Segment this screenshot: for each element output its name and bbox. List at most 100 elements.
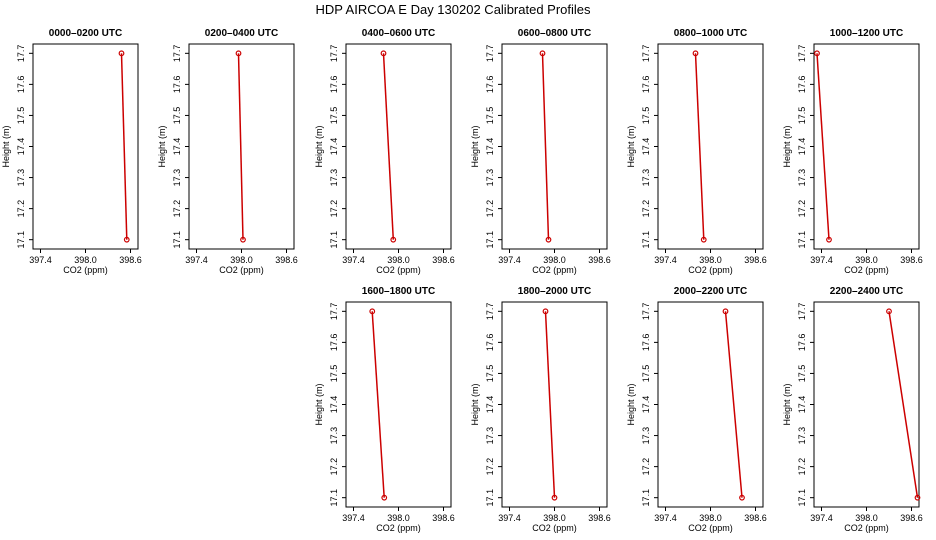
x-axis-label: CO2 (ppm) (376, 523, 421, 533)
plot-frame (345, 301, 452, 508)
x-axis-label: CO2 (ppm) (219, 265, 264, 275)
y-tick-label: 17.1 (485, 489, 495, 507)
y-tick-label: 17.5 (797, 365, 807, 383)
x-tick-label: 397.4 (810, 255, 833, 265)
y-tick-label: 17.1 (329, 231, 339, 249)
profile-line (544, 311, 556, 498)
x-tick-label: 398.6 (588, 513, 611, 523)
y-tick-label: 17.4 (329, 138, 339, 156)
data-point (886, 308, 892, 315)
x-tick-label: 397.4 (185, 255, 208, 265)
y-tick-label: 17.4 (485, 138, 495, 156)
data-point (739, 494, 745, 501)
panel-title: 0800–1000 UTC (674, 28, 747, 39)
panel-title: 0400–0600 UTC (362, 28, 435, 39)
x-tick-label: 397.4 (29, 255, 52, 265)
figure-title: HDP AIRCOA E Day 130202 Calibrated Profi… (315, 2, 591, 17)
y-axis-label: Height (m) (470, 383, 480, 425)
x-tick-label: 398.6 (119, 255, 142, 265)
y-tick-label: 17.2 (641, 458, 651, 476)
x-tick-label: 398.6 (588, 255, 611, 265)
y-tick-label: 17.7 (797, 45, 807, 63)
y-tick-label: 17.6 (172, 76, 182, 94)
y-axis-label: Height (m) (470, 125, 480, 167)
y-tick-label: 17.4 (172, 138, 182, 156)
y-tick-label: 17.5 (16, 107, 26, 125)
y-tick-label: 17.1 (16, 231, 26, 249)
y-tick-label: 17.6 (16, 76, 26, 94)
x-tick-label: 398.0 (230, 255, 253, 265)
x-tick-label: 397.4 (810, 513, 833, 523)
profile-line (382, 53, 395, 240)
y-tick-label: 17.3 (797, 169, 807, 187)
y-tick-label: 17.2 (329, 200, 339, 218)
y-tick-label: 17.5 (329, 365, 339, 383)
panel-title: 0200–0400 UTC (205, 28, 278, 39)
y-tick-label: 17.1 (797, 489, 807, 507)
y-axis-label: Height (m) (626, 383, 636, 425)
y-tick-label: 17.6 (641, 76, 651, 94)
x-tick-label: 397.4 (654, 255, 677, 265)
plot-frame (813, 43, 920, 250)
data-point (235, 50, 242, 57)
y-tick-label: 17.1 (797, 231, 807, 249)
panel-9: 2000–2200 UTC 397.4 398.0 398.6 17.1 17.2 17.3… (626, 286, 767, 533)
y-tick-label: 17.7 (797, 303, 807, 321)
x-axis-label: CO2 (ppm) (532, 523, 577, 533)
plot-frame (501, 43, 608, 250)
x-axis-label: CO2 (ppm) (532, 265, 577, 275)
x-axis-label: CO2 (ppm) (376, 265, 421, 275)
x-tick-label: 398.6 (900, 513, 923, 523)
plot-frame (657, 301, 764, 508)
x-tick-label: 398.6 (900, 255, 923, 265)
y-tick-label: 17.7 (329, 303, 339, 321)
panel-7: 1600–1800 UTC 397.4 398.0 398.6 17.1 17.2 17.3… (314, 286, 455, 533)
y-tick-label: 17.5 (485, 107, 495, 125)
data-point (381, 494, 388, 501)
x-tick-label: 398.0 (543, 513, 566, 523)
panel-3: 0400–0600 UTC 397.4 398.0 398.6 17.1 17.2 17.3… (314, 28, 455, 275)
x-tick-label: 398.0 (543, 255, 566, 265)
y-tick-label: 17.3 (329, 169, 339, 187)
x-tick-label: 398.6 (432, 513, 455, 523)
panel-title: 1600–1800 UTC (362, 286, 435, 297)
x-tick-label: 398.0 (74, 255, 97, 265)
data-point (722, 308, 729, 315)
y-tick-label: 17.5 (797, 107, 807, 125)
x-tick-label: 398.0 (387, 513, 410, 523)
data-point (551, 494, 558, 501)
panel-6: 1000–1200 UTC 397.4 398.0 398.6 17.1 17.2 17.3… (782, 28, 923, 275)
y-tick-label: 17.3 (16, 169, 26, 187)
profile-line (541, 53, 550, 240)
x-tick-label: 398.6 (744, 513, 767, 523)
data-point (118, 50, 125, 57)
y-tick-label: 17.6 (797, 76, 807, 94)
data-point (545, 236, 552, 243)
y-tick-label: 17.2 (485, 458, 495, 476)
y-tick-label: 17.5 (641, 365, 651, 383)
x-tick-label: 398.6 (744, 255, 767, 265)
y-tick-label: 17.3 (172, 169, 182, 187)
y-tick-label: 17.3 (485, 427, 495, 445)
plot-frame (501, 301, 608, 508)
y-tick-label: 17.4 (641, 396, 651, 414)
y-tick-label: 17.6 (485, 334, 495, 352)
y-tick-label: 17.6 (797, 334, 807, 352)
y-tick-label: 17.2 (329, 458, 339, 476)
y-tick-label: 17.7 (172, 45, 182, 63)
x-tick-label: 397.4 (498, 513, 521, 523)
x-tick-label: 398.0 (855, 513, 878, 523)
y-tick-label: 17.5 (172, 107, 182, 125)
y-tick-label: 17.7 (329, 45, 339, 63)
panel-8: 1800–2000 UTC 397.4 398.0 398.6 17.1 17.2 17.3… (470, 286, 611, 533)
profile-line (237, 53, 244, 240)
y-tick-label: 17.3 (485, 169, 495, 187)
x-axis-label: CO2 (ppm) (844, 265, 889, 275)
data-point (123, 236, 130, 243)
y-tick-label: 17.2 (797, 200, 807, 218)
y-axis-label: Height (m) (1, 125, 11, 167)
y-tick-label: 17.7 (485, 45, 495, 63)
data-point (692, 50, 699, 57)
data-point (826, 236, 832, 243)
